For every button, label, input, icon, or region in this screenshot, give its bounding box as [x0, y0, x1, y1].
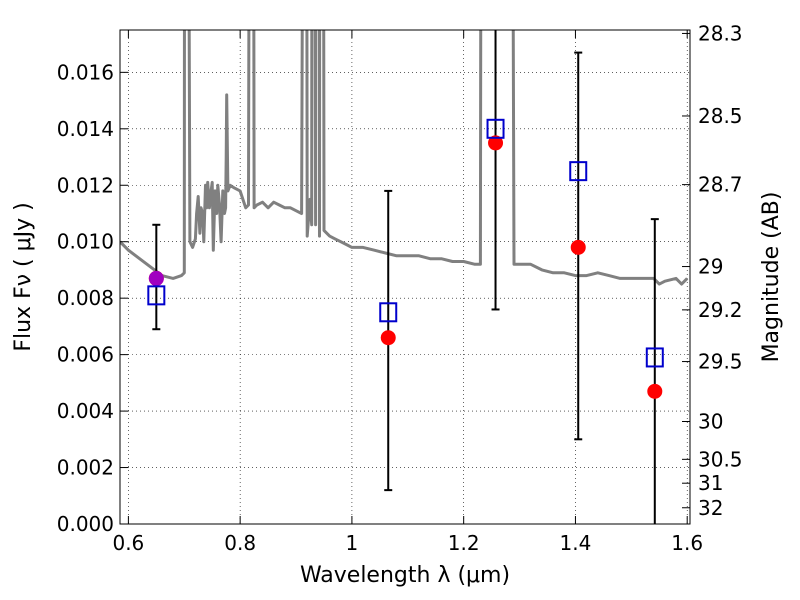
data-point-square	[147, 285, 166, 306]
x-tick-label: 1.6	[671, 531, 703, 555]
y2-axis-label: Magnitude (AB)	[759, 192, 784, 363]
y2-tick-label: 29.2	[698, 298, 743, 322]
model-spectrum-line	[120, 30, 689, 286]
y2-tick-label: 28.7	[698, 173, 743, 197]
y-tick-label: 0.008	[57, 286, 114, 310]
data-point-circle	[488, 135, 504, 151]
data-point-circle	[148, 270, 164, 286]
y-tick-label: 0.016	[57, 60, 114, 84]
data-point-circle	[647, 383, 663, 399]
plot-frame	[119, 29, 691, 525]
data-point-square	[645, 347, 664, 368]
y2-tick-label: 29	[698, 255, 723, 279]
x-tick-label: 1	[346, 531, 359, 555]
data-point-circle	[380, 330, 396, 346]
y-tick-label: 0.000	[57, 512, 114, 536]
y-axis-label: Flux Fν ( μJy )	[11, 202, 36, 351]
y2-tick-label: 29.5	[698, 350, 743, 374]
x-tick-label: 0.6	[112, 531, 144, 555]
y-tick-label: 0.014	[57, 117, 114, 141]
y2-tick-label: 28.3	[698, 21, 743, 45]
y-tick-label: 0.012	[57, 173, 114, 197]
y-tick-label: 0.004	[57, 399, 114, 423]
x-tick-label: 1.4	[560, 531, 592, 555]
y2-tick-label: 28.5	[698, 104, 743, 128]
y-tick-label: 0.002	[57, 456, 114, 480]
data-point-square	[569, 161, 588, 182]
plot-area-background	[120, 30, 690, 524]
y2-tick-label: 30.5	[698, 447, 743, 471]
y-tick-label: 0.010	[57, 230, 114, 254]
data-point-circle	[570, 239, 586, 255]
x-tick-label: 0.8	[224, 531, 256, 555]
plot-data	[120, 30, 689, 524]
y-tick-label: 0.006	[57, 343, 114, 367]
grid-lines	[120, 30, 690, 524]
axis-ticks: 0.6 0.8 1 1.2 1.4 1.6 0.000 0.002 0.004 0.006 0.00…	[57, 21, 743, 555]
x-axis-label: Wavelength λ (μm)	[300, 563, 510, 588]
data-point-square	[379, 302, 398, 323]
data-point-square	[486, 118, 505, 139]
x-tick-label: 1.2	[448, 531, 480, 555]
y2-tick-label: 30	[698, 410, 723, 434]
y2-tick-label: 32	[698, 496, 723, 520]
y2-tick-label: 31	[698, 471, 723, 495]
